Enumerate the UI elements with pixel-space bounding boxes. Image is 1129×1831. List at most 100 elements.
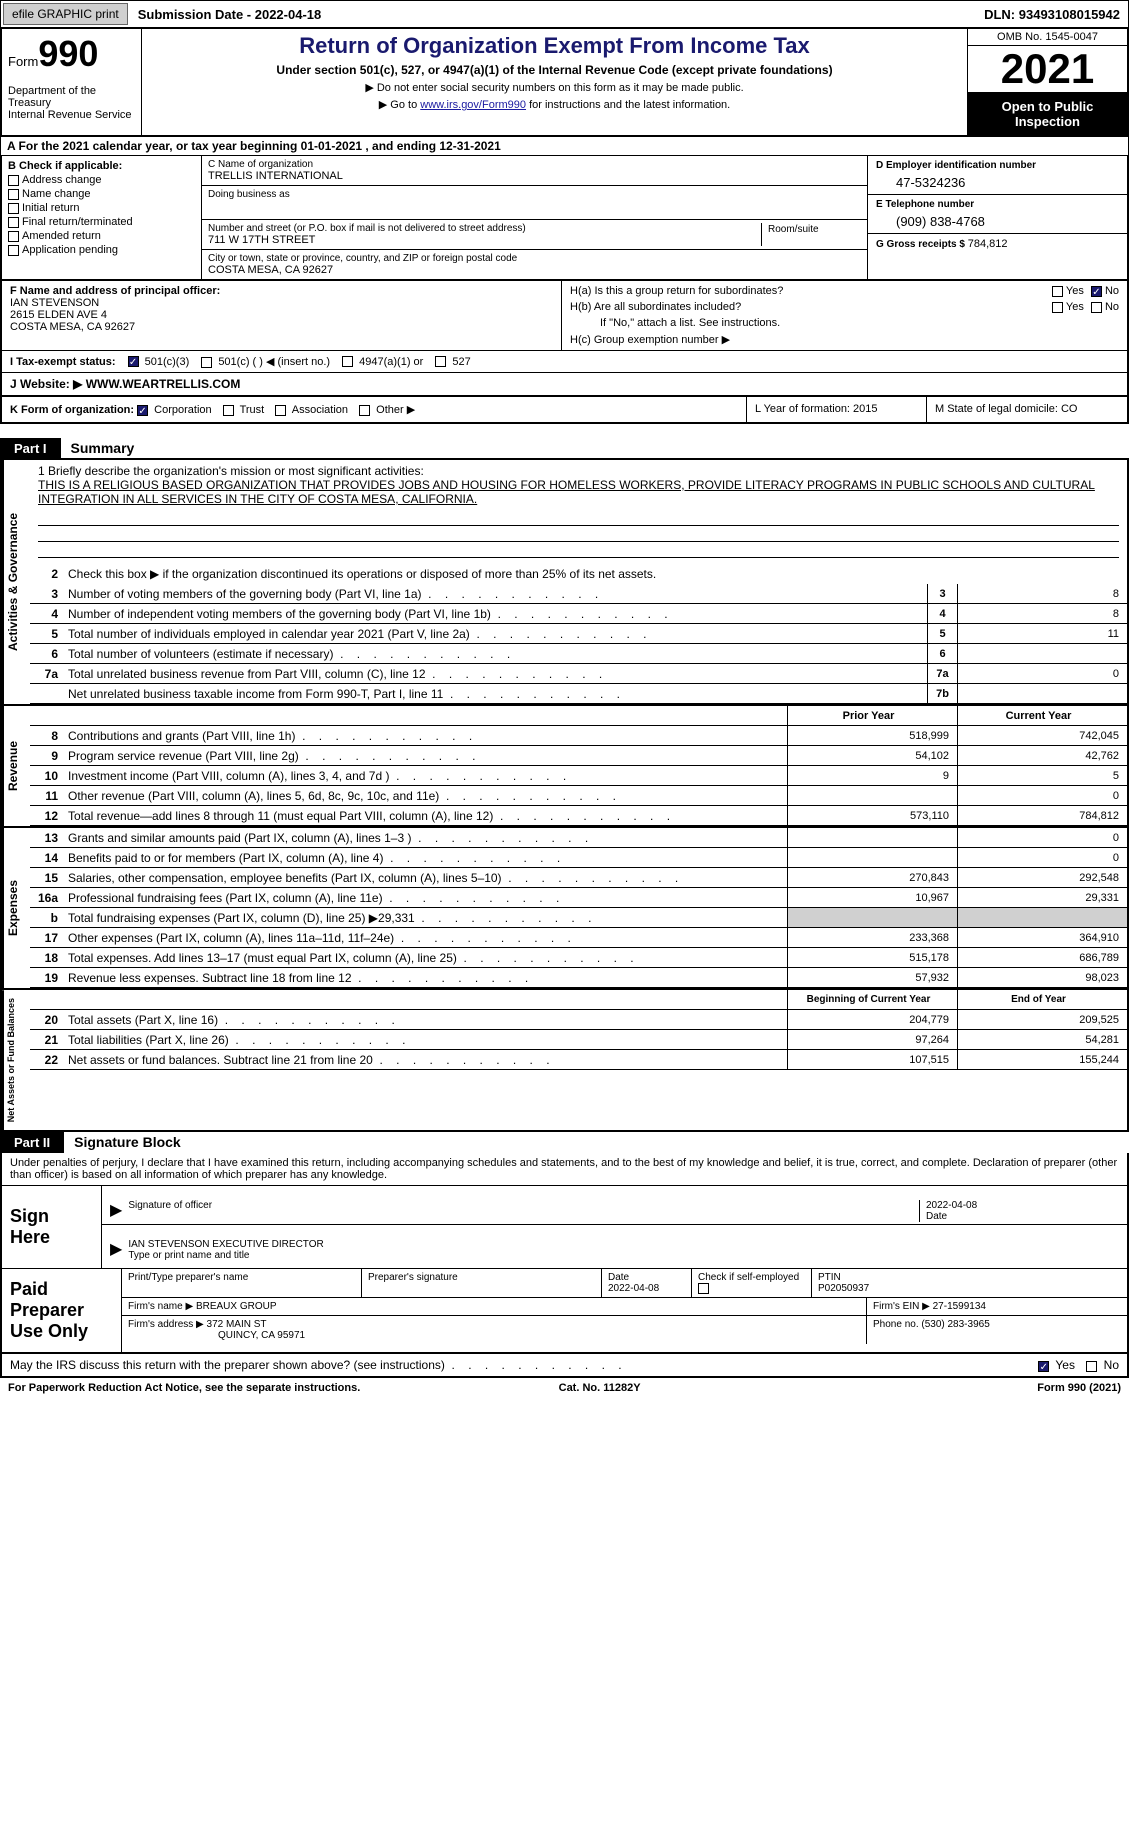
box-m-state: M State of legal domicile: CO [927,397,1127,422]
summary-line: 11Other revenue (Part VIII, column (A), … [30,786,1127,806]
summary-line: 17Other expenses (Part IX, column (A), l… [30,928,1127,948]
page-footer: For Paperwork Reduction Act Notice, see … [0,1378,1129,1398]
summary-line: 9Program service revenue (Part VIII, lin… [30,746,1127,766]
chk-app-pending[interactable] [8,245,19,256]
chk-trust[interactable] [223,405,234,416]
chk-address-change[interactable] [8,175,19,186]
hdr-current-year: Current Year [957,706,1127,725]
summary-line: 8Contributions and grants (Part VIII, li… [30,726,1127,746]
chk-hb-no[interactable] [1091,302,1102,313]
col-b-checkboxes: B Check if applicable: Address change Na… [2,156,202,279]
summary-line: 6Total number of volunteers (estimate if… [30,644,1127,664]
chk-4947[interactable] [342,356,353,367]
firm-ein: 27-1599134 [933,1301,986,1312]
summary-line: 16aProfessional fundraising fees (Part I… [30,888,1127,908]
org-city: COSTA MESA, CA 92627 [208,264,861,276]
signature-declaration: Under penalties of perjury, I declare th… [2,1153,1127,1185]
summary-line: 3Number of voting members of the governi… [30,584,1127,604]
summary-line: 5Total number of individuals employed in… [30,624,1127,644]
chk-self-employed[interactable] [698,1283,709,1294]
phone-value: (909) 838-4768 [876,210,1119,229]
irs-link[interactable]: www.irs.gov/Form990 [420,99,526,111]
row-klm: K Form of organization: ✓ Corporation Tr… [0,397,1129,424]
box-l-year: L Year of formation: 2015 [747,397,927,422]
efile-print-button[interactable]: efile GRAPHIC print [3,3,128,25]
form-note-1: ▶ Do not enter social security numbers o… [146,81,963,94]
summary-line: 20Total assets (Part X, line 16)204,7792… [30,1010,1127,1030]
chk-501c3[interactable]: ✓ [128,356,139,367]
summary-line: 21Total liabilities (Part X, line 26)97,… [30,1030,1127,1050]
summary-line: Net unrelated business taxable income fr… [30,684,1127,704]
vtab-expenses: Expenses [2,828,30,988]
chk-initial-return[interactable] [8,203,19,214]
hdr-end-year: End of Year [957,990,1127,1009]
summary-line: 12Total revenue—add lines 8 through 11 (… [30,806,1127,826]
form-note-2: ▶ Go to www.irs.gov/Form990 for instruct… [146,98,963,111]
arrow-icon: ▶ [110,1200,122,1222]
summary-line: 7aTotal unrelated business revenue from … [30,664,1127,684]
tax-year: 2021 [968,46,1127,93]
chk-assoc[interactable] [275,405,286,416]
firm-phone: (530) 283-3965 [921,1319,989,1330]
gross-receipts: 784,812 [968,238,1008,250]
summary-line: 15Salaries, other compensation, employee… [30,868,1127,888]
org-street: 711 W 17TH STREET [208,234,761,246]
chk-501c[interactable] [201,357,212,368]
website-value: WWW.WEARTRELLIS.COM [86,377,241,391]
year-box: OMB No. 1545-0047 2021 Open to Public In… [967,29,1127,135]
col-d-ein-phone: D Employer identification number 47-5324… [867,156,1127,279]
box-k-form-org: K Form of organization: ✓ Corporation Tr… [2,397,747,422]
summary-line: 22Net assets or fund balances. Subtract … [30,1050,1127,1070]
row-f-h: F Name and address of principal officer:… [0,281,1129,351]
open-to-public: Open to Public Inspection [968,93,1127,135]
vtab-net-assets: Net Assets or Fund Balances [2,990,30,1130]
dln: DLN: 93493108015942 [976,4,1128,25]
ptin-value: P02050937 [818,1283,869,1294]
dept-label: Department of the Treasury Internal Reve… [8,85,135,121]
org-name: TRELLIS INTERNATIONAL [208,170,861,182]
chk-may-yes[interactable]: ✓ [1038,1361,1049,1372]
top-toolbar: efile GRAPHIC print Submission Date - 20… [0,0,1129,28]
form-subtitle: Under section 501(c), 527, or 4947(a)(1)… [146,63,963,77]
part-1-body: Activities & Governance 1 Briefly descri… [0,458,1129,1132]
chk-may-no[interactable] [1086,1361,1097,1372]
chk-ha-yes[interactable] [1052,286,1063,297]
submission-date: Submission Date - 2022-04-18 [130,4,330,25]
summary-line: 10Investment income (Part VIII, column (… [30,766,1127,786]
vtab-revenue: Revenue [2,706,30,826]
omb-number: OMB No. 1545-0047 [968,29,1127,46]
summary-line: bTotal fundraising expenses (Part IX, co… [30,908,1127,928]
form-id-box: Form990 Department of the Treasury Inter… [2,29,142,135]
col-c-name-address: C Name of organization TRELLIS INTERNATI… [202,156,867,279]
sign-here-label: Sign Here [2,1186,102,1268]
may-irs-discuss: May the IRS discuss this return with the… [0,1354,1129,1378]
part-2-header: Part IISignature Block [0,1132,1129,1153]
chk-ha-no[interactable]: ✓ [1091,286,1102,297]
summary-line: 14Benefits paid to or for members (Part … [30,848,1127,868]
chk-final-return[interactable] [8,217,19,228]
hdr-beg-year: Beginning of Current Year [787,990,957,1009]
firm-name: BREAUX GROUP [196,1301,277,1312]
chk-corp[interactable]: ✓ [137,405,148,416]
paid-preparer-label: Paid Preparer Use Only [2,1269,122,1352]
line-1-mission: 1 Briefly describe the organization's mi… [30,460,1127,510]
form-title-box: Return of Organization Exempt From Incom… [142,29,967,135]
org-info-grid: B Check if applicable: Address change Na… [0,156,1129,281]
summary-line: 4Number of independent voting members of… [30,604,1127,624]
row-i-tax-status: I Tax-exempt status: ✓ 501(c)(3) 501(c) … [0,351,1129,373]
chk-other[interactable] [359,405,370,416]
arrow-icon: ▶ [110,1239,122,1261]
box-h-group: H(a) Is this a group return for subordin… [562,281,1127,350]
summary-line: 13Grants and similar amounts paid (Part … [30,828,1127,848]
row-a-calendar-year: A For the 2021 calendar year, or tax yea… [0,137,1129,156]
row-j-website: J Website: ▶ WWW.WEARTRELLIS.COM [0,373,1129,397]
line-2: Check this box ▶ if the organization dis… [64,565,1127,583]
hdr-prior-year: Prior Year [787,706,957,725]
part-2-body: Under penalties of perjury, I declare th… [0,1153,1129,1354]
chk-hb-yes[interactable] [1052,302,1063,313]
officer-name: IAN STEVENSON [10,297,553,309]
chk-amended[interactable] [8,231,19,242]
chk-527[interactable] [435,356,446,367]
ein-value: 47-5324236 [876,171,1119,190]
chk-name-change[interactable] [8,189,19,200]
